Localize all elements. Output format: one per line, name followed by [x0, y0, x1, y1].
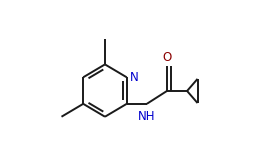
- Text: NH: NH: [137, 110, 155, 123]
- Text: N: N: [129, 71, 138, 84]
- Text: O: O: [162, 51, 171, 64]
